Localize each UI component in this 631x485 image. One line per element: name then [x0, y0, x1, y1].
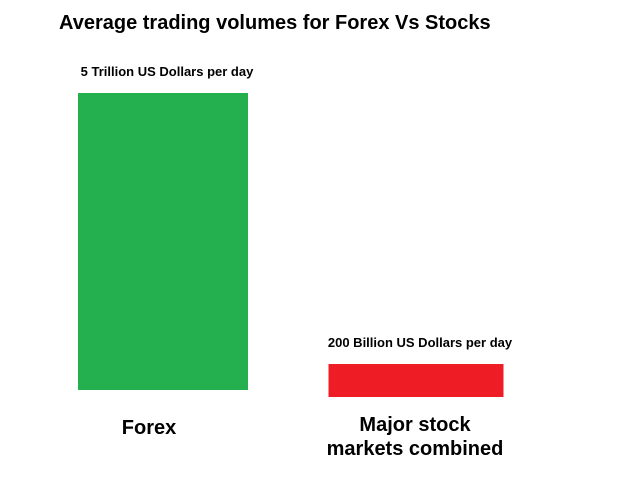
bar-forex	[78, 93, 248, 390]
chart-title: Average trading volumes for Forex Vs Sto…	[59, 12, 491, 34]
data-label-stock-markets: 200 Billion US Dollars per day	[328, 335, 513, 350]
bar-stock-markets	[328, 364, 504, 397]
data-label-forex: 5 Trillion US Dollars per day	[81, 64, 254, 79]
category-label-stock-markets: Major stock markets combined	[327, 414, 504, 460]
bars-layer	[78, 93, 504, 397]
labels-layer: 5 Trillion US Dollars per day Forex 200 Bi…	[81, 64, 513, 460]
category-label-forex: Forex	[122, 417, 176, 439]
